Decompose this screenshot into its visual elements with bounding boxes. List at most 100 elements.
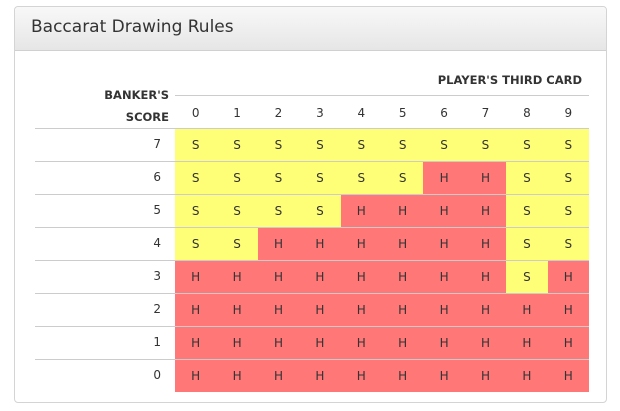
stand-cell: S [175, 195, 217, 227]
hit-cell: H [464, 327, 507, 359]
hit-cell: H [299, 360, 341, 392]
hit-cell: H [175, 294, 217, 326]
stand-cell: S [547, 129, 589, 161]
banker-score: 3 [153, 269, 161, 283]
hit-cell: H [464, 261, 507, 293]
stand-cell: S [257, 129, 300, 161]
drawing-rules-panel: Baccarat Drawing Rules PLAYER'S THIRD CA… [14, 6, 607, 403]
hit-cell: H [423, 294, 465, 326]
hit-cell: H [382, 195, 424, 227]
hit-cell: H [423, 195, 465, 227]
hit-cell: H [340, 261, 382, 293]
banker-score: 2 [153, 302, 161, 316]
hit-cell: H [547, 261, 589, 293]
hit-cell: H [257, 294, 300, 326]
hit-cell: H [216, 261, 258, 293]
stand-cell: S [216, 228, 258, 260]
hit-cell: H [175, 327, 217, 359]
column-header: 8 [523, 106, 531, 120]
stand-cell: S [257, 195, 300, 227]
hit-cell: H [506, 294, 548, 326]
stand-cell: S [175, 162, 217, 194]
banker-score: 7 [153, 137, 161, 151]
banker-header-line2: SCORE [125, 110, 169, 124]
stand-cell: S [547, 162, 589, 194]
header-divider [175, 95, 589, 96]
stand-cell: S [257, 162, 300, 194]
hit-cell: H [423, 327, 465, 359]
hit-cell: H [216, 294, 258, 326]
hit-cell: H [257, 360, 300, 392]
panel-title: Baccarat Drawing Rules [15, 7, 606, 51]
hit-cell: H [382, 327, 424, 359]
hit-cell: H [340, 195, 382, 227]
hit-cell: H [464, 228, 507, 260]
hit-cell: H [464, 162, 507, 194]
banker-score: 6 [153, 170, 161, 184]
hit-cell: H [175, 360, 217, 392]
column-header: 1 [233, 106, 241, 120]
column-header: 2 [274, 106, 283, 120]
stand-cell: S [423, 129, 465, 161]
hit-cell: H [299, 228, 341, 260]
hit-cell: H [340, 228, 382, 260]
hit-cell: H [382, 360, 424, 392]
stand-cell: S [506, 129, 548, 161]
hit-cell: H [423, 162, 465, 194]
stand-cell: S [382, 129, 424, 161]
stand-cell: S [506, 261, 548, 293]
banker-header-line1: BANKER'S [104, 88, 169, 102]
stand-cell: S [299, 129, 341, 161]
hit-cell: H [340, 360, 382, 392]
hit-cell: H [464, 294, 507, 326]
hit-cell: H [547, 327, 589, 359]
stand-cell: S [216, 195, 258, 227]
column-header: 4 [357, 106, 366, 120]
stand-cell: S [216, 162, 258, 194]
stand-cell: S [547, 228, 589, 260]
banker-score: 1 [153, 335, 161, 349]
hit-cell: H [423, 360, 465, 392]
column-header: 5 [398, 106, 407, 120]
hit-cell: H [464, 195, 507, 227]
hit-cell: H [382, 228, 424, 260]
stand-cell: S [299, 162, 341, 194]
column-header: 0 [191, 106, 200, 120]
stand-cell: S [506, 162, 548, 194]
stand-cell: S [299, 195, 341, 227]
stand-cell: S [175, 129, 217, 161]
banker-score: 4 [153, 236, 161, 250]
banker-score: 0 [153, 368, 161, 382]
column-header: 7 [481, 106, 490, 120]
hit-cell: H [464, 360, 507, 392]
hit-cell: H [382, 294, 424, 326]
hit-cell: H [506, 360, 548, 392]
hit-cell: H [257, 261, 300, 293]
hit-cell: H [299, 327, 341, 359]
banker-score: 5 [153, 203, 161, 217]
hit-cell: H [340, 294, 382, 326]
hit-cell: H [547, 294, 589, 326]
stand-cell: S [175, 228, 217, 260]
hit-cell: H [547, 360, 589, 392]
hit-cell: H [216, 360, 258, 392]
player-third-card-header: PLAYER'S THIRD CARD [437, 73, 582, 87]
hit-cell: H [299, 261, 341, 293]
stand-cell: S [340, 162, 382, 194]
hit-cell: H [340, 327, 382, 359]
stand-cell: S [547, 195, 589, 227]
stand-cell: S [216, 129, 258, 161]
hit-cell: H [257, 228, 300, 260]
hit-cell: H [257, 327, 300, 359]
column-header: 9 [564, 106, 573, 120]
stand-cell: S [382, 162, 424, 194]
hit-cell: H [423, 261, 465, 293]
stand-cell: S [340, 129, 382, 161]
